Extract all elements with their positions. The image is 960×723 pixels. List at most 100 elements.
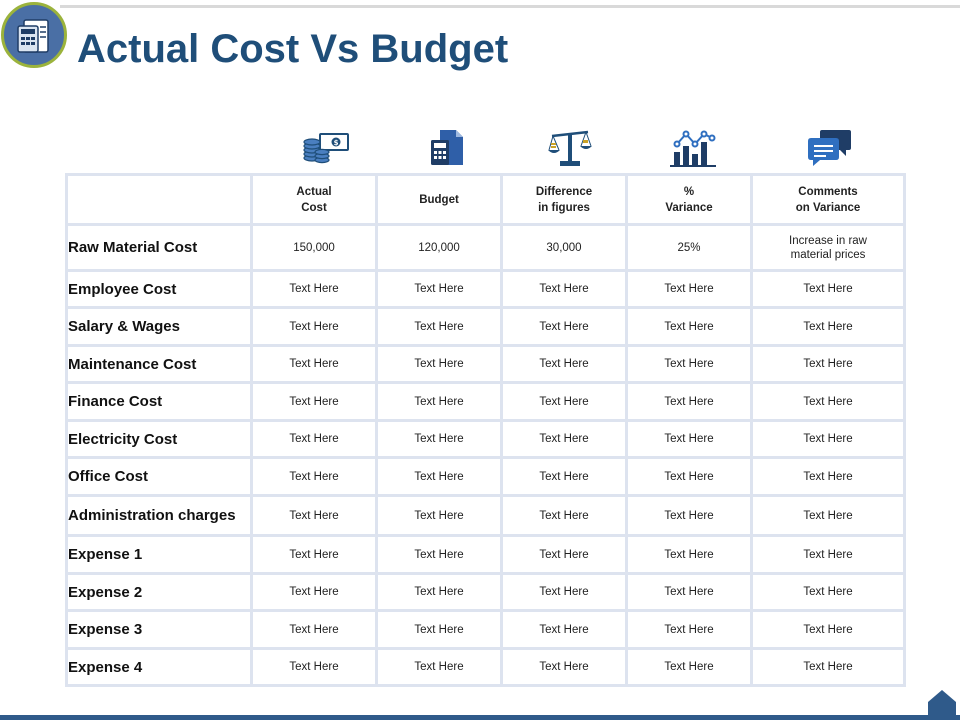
header-line: on Variance (795, 201, 861, 214)
table-cell: Text Here (250, 494, 378, 537)
row-label: Expense 4 (65, 647, 253, 687)
header-line: Variance (665, 201, 713, 214)
header-actual-cost: Actual Cost (250, 173, 378, 226)
header-comments: Comments on Variance (750, 173, 906, 226)
table-cell: Text Here (375, 534, 503, 575)
table-cell: Text Here (750, 306, 906, 347)
table-cell: Text Here (375, 609, 503, 650)
table-cell: Text Here (375, 647, 503, 687)
table-cell: Text Here (375, 381, 503, 422)
table-cell: Text Here (375, 269, 503, 309)
header-line: Difference (535, 185, 593, 198)
table-cell: Text Here (750, 647, 906, 687)
table-cell: Text Here (750, 381, 906, 422)
table-cell: Text Here (625, 647, 753, 687)
table-cell: Text Here (750, 269, 906, 309)
presentation-logo-icon (1, 2, 67, 68)
table-cell: Text Here (375, 344, 503, 384)
chat-bubbles-icon (808, 128, 852, 173)
table-cell: Text Here (625, 306, 753, 347)
coins-cash-icon: $ (302, 128, 350, 169)
header-budget: Budget (375, 173, 503, 226)
row-label: Expense 2 (65, 572, 253, 612)
balance-scale-icon (548, 128, 592, 173)
table-cell: Text Here (750, 609, 906, 650)
table-cell: Text Here (750, 419, 906, 459)
header-line: Cost (301, 201, 327, 214)
table-cell: Text Here (625, 572, 753, 612)
table-cell: Text Here (750, 344, 906, 384)
corner-cell (65, 173, 253, 226)
row-label: Maintenance Cost (65, 344, 253, 384)
table-cell: Text Here (500, 306, 628, 347)
header-difference: Difference in figures (500, 173, 628, 226)
table-cell: Text Here (750, 456, 906, 497)
row-label: Finance Cost (65, 381, 253, 422)
row-label: Employee Cost (65, 269, 253, 309)
table-cell: Text Here (500, 419, 628, 459)
table-cell: Text Here (250, 381, 378, 422)
home-icon[interactable] (926, 688, 958, 723)
table-cell: Text Here (750, 494, 906, 537)
table-cell: Text Here (375, 572, 503, 612)
table-cell: Text Here (250, 419, 378, 459)
row-label: Raw Material Cost (65, 223, 253, 272)
row-label: Expense 3 (65, 609, 253, 650)
row-label: Expense 1 (65, 534, 253, 575)
table-cell: Text Here (250, 456, 378, 497)
table-cell: Text Here (625, 344, 753, 384)
header-line: in figures (538, 201, 590, 214)
table-cell: Text Here (375, 306, 503, 347)
table-row: Office Cost Text Here Text Here Text Here Te… (65, 456, 906, 497)
table-cell: Text Here (375, 494, 503, 537)
table-row: Employee Cost Text Here Text Here Text Here… (65, 269, 906, 309)
header-line: Actual (296, 185, 332, 198)
row-label: Administration charges (65, 494, 253, 537)
table-cell: Text Here (625, 269, 753, 309)
table-cell: Text Here (500, 269, 628, 309)
table-cell: Text Here (500, 572, 628, 612)
table-cell: 25% (625, 223, 753, 272)
table-row: Electricity Cost Text Here Text Here Text H… (65, 419, 906, 459)
table-cell: Text Here (250, 572, 378, 612)
header-line: % (683, 185, 695, 198)
table-cell: Text Here (500, 647, 628, 687)
table-row: Administration charges Text Here Text Here… (65, 494, 906, 537)
table-cell: Text Here (625, 419, 753, 459)
table-cell: Text Here (500, 456, 628, 497)
table-cell: Text Here (500, 381, 628, 422)
table-row: Expense 4 Text Here Text Here Text Here Text… (65, 647, 906, 687)
table-cell: Text Here (500, 494, 628, 537)
header-row: Actual Cost Budget Difference in figures… (65, 173, 906, 226)
header-variance: % Variance (625, 173, 753, 226)
bar-chart-trend-icon (670, 128, 716, 173)
table-cell: Text Here (375, 456, 503, 497)
table-cell: Text Here (375, 419, 503, 459)
table-cell: Text Here (750, 572, 906, 612)
table-cell: Text Here (250, 647, 378, 687)
table-row: Salary & Wages Text Here Text Here Text Her… (65, 306, 906, 347)
table-row: Expense 3 Text Here Text Here Text Here Text… (65, 609, 906, 650)
table-cell: Text Here (625, 534, 753, 575)
table-cell: Text Here (500, 534, 628, 575)
bottom-bar (0, 715, 960, 720)
table-cell: Text Here (250, 306, 378, 347)
cost-table: Actual Cost Budget Difference in figures… (65, 173, 906, 687)
row-label: Salary & Wages (65, 306, 253, 347)
table-cell: Text Here (750, 534, 906, 575)
table-row: Expense 2 Text Here Text Here Text Here Text… (65, 572, 906, 612)
table-cell: Text Here (625, 456, 753, 497)
table-cell: Text Here (250, 609, 378, 650)
row-label: Office Cost (65, 456, 253, 497)
table-cell: Increase in raw material prices (750, 223, 906, 272)
calculator-document-icon (430, 128, 464, 171)
table-cell: Text Here (500, 344, 628, 384)
table-cell: Text Here (625, 609, 753, 650)
table-cell: Text Here (250, 534, 378, 575)
table-row: Expense 1 Text Here Text Here Text Here Text… (65, 534, 906, 575)
table-cell: 30,000 (500, 223, 628, 272)
table-cell: Text Here (500, 609, 628, 650)
page-title: Actual Cost Vs Budget (77, 27, 509, 71)
table-cell: Text Here (250, 269, 378, 309)
svg-text:$: $ (334, 139, 339, 147)
